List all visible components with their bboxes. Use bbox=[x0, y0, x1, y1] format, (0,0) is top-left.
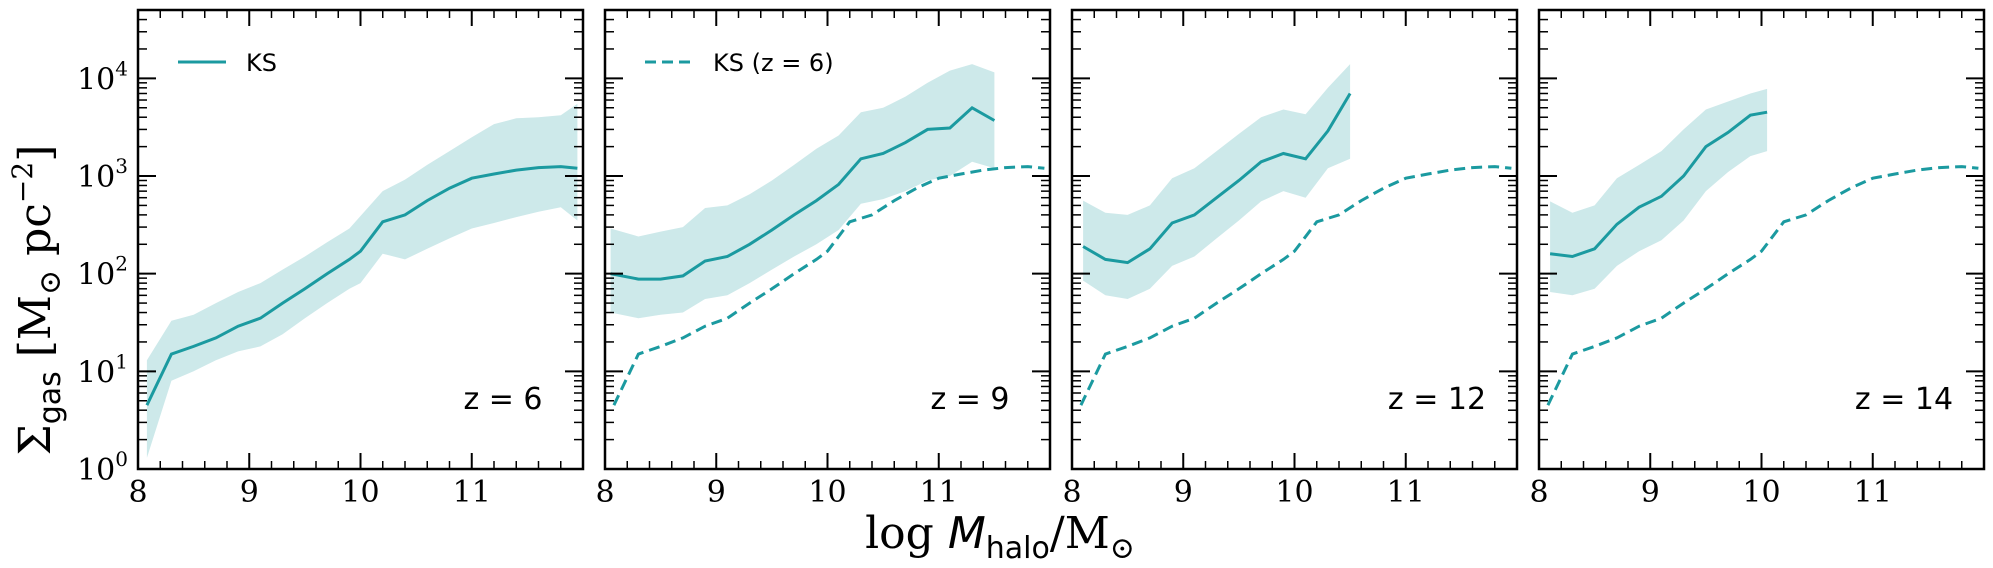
y-tick-label-exp: 3 bbox=[115, 154, 128, 178]
y-axis-title-unit-sub: ⊙ bbox=[33, 270, 68, 295]
x-tick-label: 9 bbox=[1641, 475, 1660, 510]
x-tick-label: 8 bbox=[1529, 475, 1548, 510]
x-tick-label: 9 bbox=[240, 475, 259, 510]
median-line bbox=[610, 105, 996, 281]
legend-label: KS (z = 6) bbox=[713, 49, 834, 77]
redshift-label: z = 6 bbox=[463, 382, 542, 417]
y-axis-title-sym: Σ bbox=[10, 424, 61, 455]
y-tick-label-base: 10 bbox=[77, 62, 115, 97]
x-tick-label: 11 bbox=[1387, 475, 1425, 510]
x-axis-title-sub: halo bbox=[986, 531, 1050, 566]
x-axis-title-mid: /M bbox=[1050, 508, 1110, 559]
panel-9: 8 9 10 11 z = 9 KS (z = 6) bbox=[595, 8, 1052, 510]
y-tick-label: 100 bbox=[77, 447, 128, 488]
y-axis-title-sub: gas bbox=[33, 371, 68, 424]
x-tick-label: 11 bbox=[920, 475, 958, 510]
y-tick-label-base: 10 bbox=[77, 453, 115, 488]
x-tick-label: 8 bbox=[595, 475, 614, 510]
x-tick-label: 9 bbox=[707, 475, 726, 510]
panel-plot-area bbox=[1546, 88, 1979, 406]
y-axis-title-exp: −2 bbox=[6, 162, 39, 203]
redshift-label: z = 9 bbox=[930, 382, 1009, 417]
redshift-label: z = 12 bbox=[1388, 382, 1486, 417]
x-axis-title-sub2: ⊙ bbox=[1110, 531, 1135, 566]
median-line bbox=[145, 165, 578, 406]
panel-plot-area bbox=[145, 103, 578, 458]
y-tick-label: 104 bbox=[77, 56, 128, 97]
x-tick-label: 11 bbox=[1854, 475, 1892, 510]
y-tick-label-exp: 2 bbox=[115, 252, 128, 276]
panel-12: 8 9 10 11 z = 12 bbox=[1062, 8, 1519, 510]
scatter-band bbox=[1550, 88, 1768, 296]
reference-line-z6 bbox=[612, 165, 1045, 406]
y-tick-label-exp: 1 bbox=[115, 349, 128, 373]
x-tick-label: 8 bbox=[1062, 475, 1081, 510]
x-tick-label: 11 bbox=[453, 475, 491, 510]
reference-line-z6 bbox=[1079, 165, 1512, 406]
y-tick-label-exp: 4 bbox=[115, 56, 128, 80]
reference-line-z6 bbox=[1546, 165, 1979, 406]
y-axis-title-unit2: pc bbox=[10, 203, 61, 270]
y-tick-label-base: 10 bbox=[77, 160, 115, 195]
panel-plot-area bbox=[1079, 64, 1512, 406]
y-axis-title-unit: [M bbox=[10, 295, 61, 371]
median-line bbox=[1082, 92, 1352, 265]
x-axis-title: log Mhalo/M⊙ bbox=[865, 508, 1135, 566]
redshift-label: z = 14 bbox=[1855, 382, 1953, 417]
y-tick-label: 103 bbox=[77, 154, 128, 195]
panel-14: 8 9 10 11 z = 14 bbox=[1529, 8, 1986, 510]
y-tick-label-exp: 0 bbox=[115, 447, 128, 471]
x-tick-label: 10 bbox=[341, 475, 379, 510]
x-tick-label: 10 bbox=[1275, 475, 1313, 510]
y-axis-title: Σgas [M⊙ pc−2] bbox=[6, 145, 68, 456]
panel-plot-area bbox=[610, 64, 1045, 406]
legend-label: KS bbox=[246, 49, 277, 77]
y-tick-label-base: 10 bbox=[77, 355, 115, 390]
scatter-band bbox=[146, 103, 578, 458]
scatter-band bbox=[610, 64, 995, 319]
x-tick-label: 10 bbox=[1742, 475, 1780, 510]
x-axis-title-prefix: log bbox=[865, 508, 948, 559]
x-axis-title-var: M bbox=[948, 508, 986, 559]
median-line bbox=[1549, 110, 1768, 259]
y-tick-label: 101 bbox=[77, 349, 128, 390]
scatter-band bbox=[1083, 64, 1351, 299]
y-tick-label: 102 bbox=[77, 252, 128, 293]
y-axis-title-close: ] bbox=[10, 145, 61, 162]
x-tick-label: 10 bbox=[808, 475, 846, 510]
x-tick-label: 8 bbox=[128, 475, 147, 510]
x-tick-label: 9 bbox=[1174, 475, 1193, 510]
y-tick-label-base: 10 bbox=[77, 258, 115, 293]
